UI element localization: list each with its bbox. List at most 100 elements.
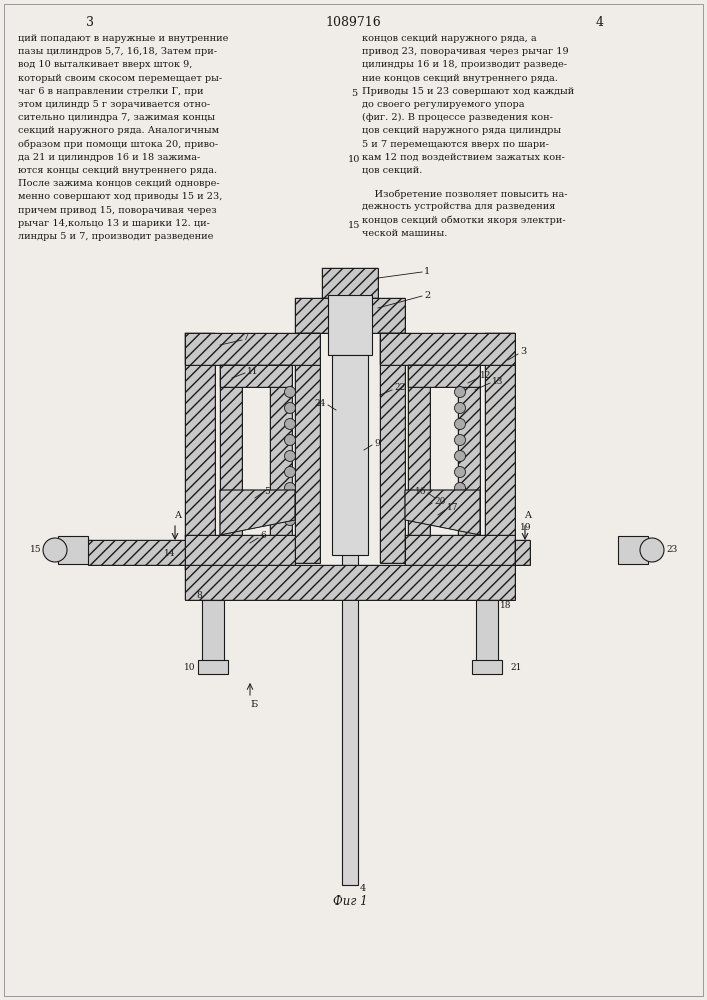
Circle shape [43,538,67,562]
Text: секций наружного ряда. Аналогичным: секций наружного ряда. Аналогичным [18,126,219,135]
Bar [185,565,515,600]
Text: цов секций наружного ряда цилиндры: цов секций наружного ряда цилиндры [362,126,561,135]
Text: (фиг. 2). В процессе разведения кон-: (фиг. 2). В процессе разведения кон- [362,113,553,122]
Bar [185,565,515,600]
Text: пазы цилиндров 5,7, 16,18, Затем при-: пазы цилиндров 5,7, 16,18, Затем при- [18,47,217,56]
Text: линдры 5 и 7, производит разведение: линдры 5 и 7, производит разведение [18,232,214,241]
Bar [485,333,515,563]
Text: привод 23, поворачивая через рычаг 19: привод 23, поворачивая через рычаг 19 [362,47,568,56]
Text: до своего регулируемого упора: до своего регулируемого упора [362,100,525,109]
Circle shape [284,386,296,397]
Circle shape [640,538,664,562]
Bar [58,536,88,564]
Circle shape [284,483,296,493]
Text: 22: 22 [394,383,405,392]
Text: кам 12 под воздействием зажатых кон-: кам 12 под воздействием зажатых кон- [362,153,565,162]
Bar [322,268,378,298]
Bar [408,365,430,540]
Bar [485,333,515,563]
Text: 3: 3 [520,348,526,357]
Text: 5 и 7 перемещаются вверх по шари-: 5 и 7 перемещаются вверх по шари- [362,140,549,149]
Bar [295,298,405,333]
Text: цов секций.: цов секций. [362,166,422,175]
Bar [185,535,295,570]
Bar [332,355,368,555]
Text: 18: 18 [500,600,511,609]
Text: Изобретение позволяет повысить на-: Изобретение позволяет повысить на- [362,189,568,199]
Bar [295,333,320,563]
Bar [220,365,292,387]
Text: ческой машины.: ческой машины. [362,229,448,238]
Text: 11: 11 [247,366,259,375]
Text: цилиндры 16 и 18, производит разведе-: цилиндры 16 и 18, производит разведе- [362,60,567,69]
Text: 5: 5 [264,487,270,495]
Bar [408,365,430,540]
Circle shape [455,498,465,510]
Text: 23: 23 [666,546,677,554]
Circle shape [455,450,465,462]
Text: образом при помощи штока 20, приво-: образом при помощи штока 20, приво- [18,140,218,149]
Circle shape [284,402,296,414]
Polygon shape [220,490,295,535]
Bar [618,536,648,564]
Text: 6: 6 [260,532,266,540]
Polygon shape [405,490,480,535]
Bar [185,333,320,365]
Text: 5: 5 [351,89,357,98]
Text: концов секций наружного ряда, а: концов секций наружного ряда, а [362,34,537,43]
Text: A: A [175,511,182,520]
Text: дежность устройства для разведения: дежность устройства для разведения [362,202,556,211]
Text: 15: 15 [348,221,360,230]
Bar [408,365,480,387]
Text: 4: 4 [360,884,366,893]
Text: Б: Б [250,700,257,709]
Bar [458,365,480,540]
Bar [380,333,405,563]
Bar [380,333,405,563]
Text: рычаг 14,кольцо 13 и шарики 12. ци-: рычаг 14,кольцо 13 и шарики 12. ци- [18,219,210,228]
Circle shape [455,418,465,430]
Text: 19: 19 [520,524,532,532]
Text: 10: 10 [184,664,195,672]
Text: который своим скосом перемещает ры-: который своим скосом перемещает ры- [18,74,222,83]
Circle shape [284,498,296,510]
Text: вод 10 выталкивает вверх шток 9,: вод 10 выталкивает вверх шток 9, [18,60,192,69]
Circle shape [284,466,296,478]
Circle shape [284,434,296,446]
Text: менно совершают ход приводы 15 и 23,: менно совершают ход приводы 15 и 23, [18,192,223,201]
Bar [322,268,378,298]
Bar [408,365,480,387]
Bar [270,365,292,540]
Text: 15: 15 [30,546,42,554]
Text: 14: 14 [163,548,175,558]
Text: 20: 20 [434,496,445,506]
Bar [515,540,530,565]
Bar [88,540,185,565]
Text: 4: 4 [596,16,604,29]
Text: 17: 17 [447,504,459,512]
Text: 8: 8 [197,590,202,599]
Text: да 21 и цилиндров 16 и 18 зажима-: да 21 и цилиндров 16 и 18 зажима- [18,153,200,162]
Bar [185,333,320,365]
Bar [295,333,320,563]
Circle shape [284,450,296,462]
Circle shape [455,386,465,397]
Text: 1089716: 1089716 [325,16,381,29]
Text: сительно цилиндра 7, зажимая концы: сительно цилиндра 7, зажимая концы [18,113,215,122]
Circle shape [455,434,465,446]
Text: чаг 6 в направлении стрелки Г, при: чаг 6 в направлении стрелки Г, при [18,87,204,96]
Text: ние концов секций внутреннего ряда.: ние концов секций внутреннего ряда. [362,74,558,83]
Bar [220,365,292,387]
Circle shape [455,483,465,493]
Text: A: A [525,511,532,520]
Text: Фиг 1: Фиг 1 [333,895,368,908]
Bar [515,540,530,565]
Bar [380,333,515,365]
Text: 21: 21 [510,664,521,672]
Text: 24: 24 [315,398,326,408]
Bar [380,333,515,365]
Circle shape [455,514,465,526]
Bar [202,600,224,665]
Bar [270,365,292,540]
Bar [88,540,185,565]
